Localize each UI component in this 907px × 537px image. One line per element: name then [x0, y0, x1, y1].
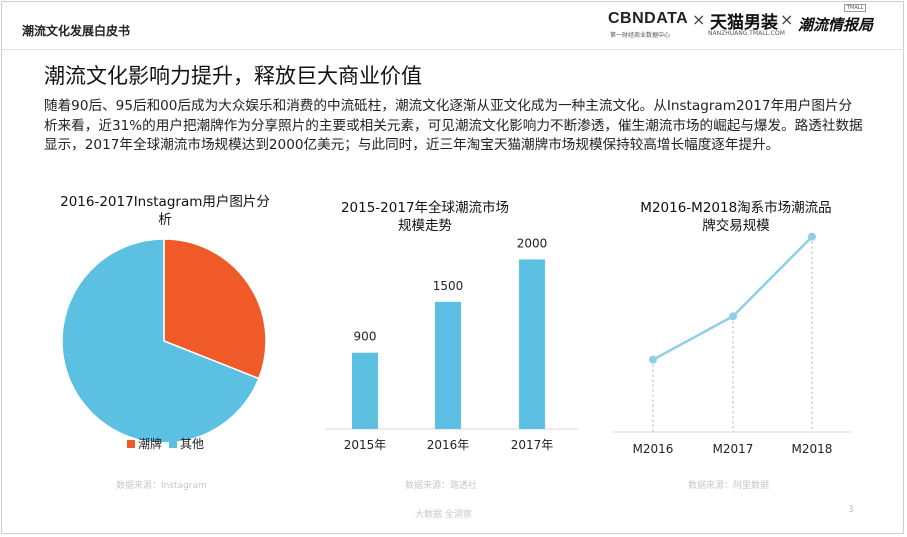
footer-watermark: 大数据 全洞察 — [415, 510, 472, 520]
cbndata-logo: CBNDATA — [608, 10, 689, 27]
report-title: 潮流文化发展白皮书 — [22, 24, 131, 38]
cbndata-logo-subtitle: 第一财经商业数据中心 — [610, 32, 671, 39]
pie-chart-source: 数据来源：Instagram — [116, 481, 207, 491]
slide-body-text: 随着90后、95后和00后成为大众娱乐和消费的中流砥柱，潮流文化逐渐从亚文化成为… — [44, 98, 863, 153]
tmall-men-logo-subtitle: NANZHUANG.TMALL.COM — [708, 30, 785, 37]
header-divider — [1, 49, 904, 50]
logo-separator-2: × — [780, 10, 794, 29]
bar-chart-title: 2015-2017年全球潮流市场规模走势 — [340, 200, 510, 234]
pie-chart-title: 2016-2017Instagram用户图片分析 — [60, 194, 270, 228]
bar-chart-source: 数据来源：路透社 — [405, 481, 478, 491]
line-chart-source: 数据来源：阿里数据 — [688, 481, 770, 491]
tmall-men-logo: 天猫男装 — [710, 13, 778, 33]
logo-separator-1: × — [692, 10, 706, 29]
logo-group: CBNDATA 第一财经商业数据中心 × 天猫男装 NANZHUANG.TMAL… — [608, 4, 898, 42]
trend-report-logo-tag: TMALL — [844, 4, 867, 12]
page-number: 3 — [848, 505, 854, 515]
slide-title: 潮流文化影响力提升，释放巨大商业价值 — [44, 64, 422, 88]
line-chart-title: M2016-M2018淘系市场潮流品牌交易规模 — [640, 200, 832, 234]
trend-report-logo: 潮流情报局 — [798, 16, 874, 34]
